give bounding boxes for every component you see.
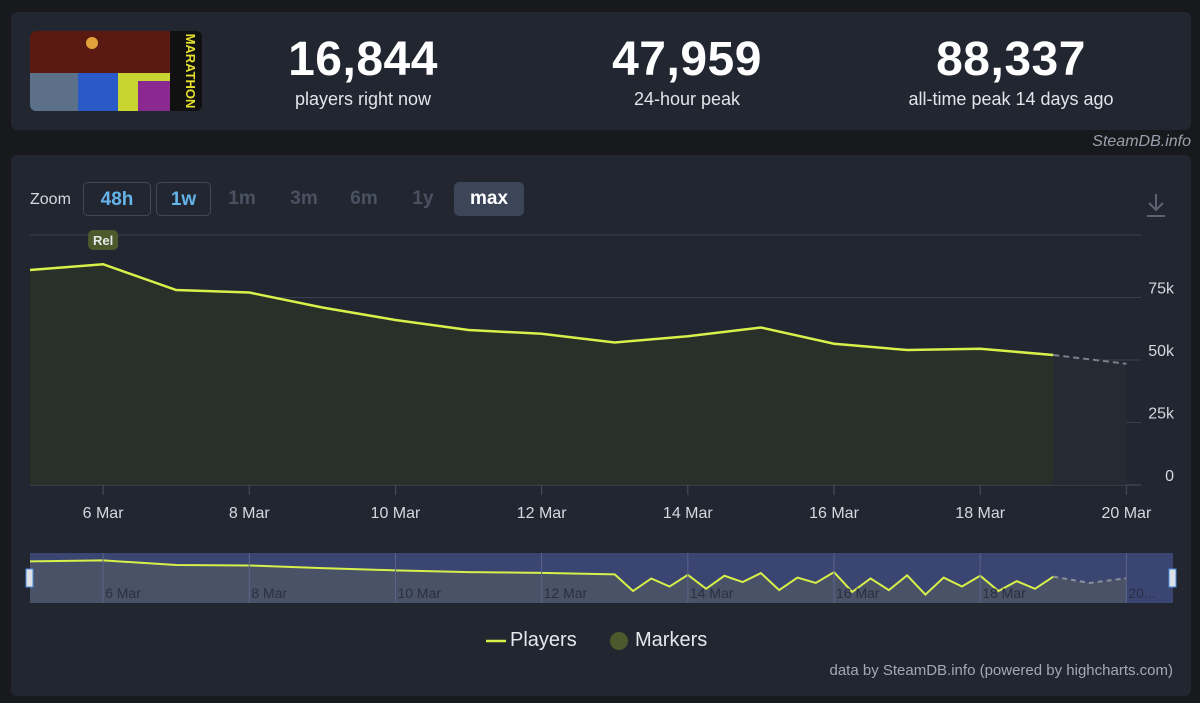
x-axis: 6 Mar 8 Mar 10 Mar 12 Mar 14 Mar 16 Mar 18 Mar… [83, 485, 1152, 522]
current-players-value: 16,844 [288, 33, 438, 86]
all-time-peak-value: 88,337 [936, 33, 1086, 86]
zoom-48h-button[interactable]: 48h [83, 182, 151, 216]
navigator-tick-label: 6 Mar [105, 585, 141, 601]
zoom-1y-button[interactable]: 1y [412, 188, 434, 209]
marker-label: Rel [93, 233, 113, 248]
markers: Rel [88, 230, 119, 250]
x-tick-label: 12 Mar [517, 505, 567, 522]
projected-line [1053, 354, 1127, 365]
x-tick-label: 20 Mar [1101, 505, 1151, 522]
navigator-tick-label: 18 Mar [982, 585, 1026, 601]
game-logo[interactable]: MARATHON [30, 31, 202, 111]
players-area [30, 264, 1054, 485]
area-fills [30, 264, 1127, 485]
zoom-6m-button[interactable]: 6m [350, 188, 378, 209]
steamdb-credit[interactable]: SteamDB.info [1092, 133, 1191, 150]
zoom-1w-button[interactable]: 1w [156, 182, 211, 216]
legend-markers-label: Markers [635, 629, 708, 651]
legend-players-label: Players [510, 629, 577, 651]
navigator-handle-right [1168, 568, 1177, 588]
legend-marker-icon [610, 631, 628, 650]
x-tick-label: 8 Mar [229, 505, 271, 522]
y-axis: 0 25k 50k 75k [1148, 281, 1175, 486]
download-icon[interactable] [1145, 192, 1167, 218]
x-tick-label: 18 Mar [955, 505, 1005, 522]
y-tick-label: 75k [1148, 281, 1175, 298]
stat-all-time-peak: 88,337 all-time peak 14 days ago [881, 32, 1141, 110]
navigator[interactable]: 6 Mar 8 Mar 10 Mar 12 Mar 14 Mar 16 Mar 18 Mar… [25, 553, 1177, 603]
navigator-tick-label: 16 Mar [836, 585, 880, 601]
peak-24h-label: 24-hour peak [633, 89, 741, 109]
chart-svg: 6 Mar 8 Mar 10 Mar 12 Mar 14 Mar 16 Mar 18 Mar… [25, 230, 1177, 603]
stats-panel: MARATHON 16,844 players right now 47,959… [11, 12, 1191, 130]
legend-markers[interactable]: Markers [609, 629, 707, 652]
navigator-tick-label: 12 Mar [544, 585, 588, 601]
navigator-line [29, 559, 1054, 597]
logo-text: MARATHON [183, 34, 198, 109]
navigator-projected-line [1053, 575, 1127, 584]
navigator-tick-label: 10 Mar [397, 585, 441, 601]
zoom-1m-button[interactable]: 1m [228, 188, 256, 209]
y-tick-label: 25k [1148, 406, 1175, 423]
zoom-3m-button[interactable]: 3m [290, 188, 318, 209]
data-credit[interactable]: data by SteamDB.info (powered by highcha… [829, 662, 1174, 679]
x-tick-label: 14 Mar [663, 505, 713, 522]
projected-area [1053, 355, 1127, 485]
x-tick-label: 6 Mar [83, 505, 125, 522]
y-tick-label: 0 [1165, 468, 1174, 485]
y-tick-label: 50k [1148, 343, 1175, 360]
marker-flag [88, 230, 119, 250]
navigator-tick-label: 14 Mar [690, 585, 734, 601]
x-tick-label: 10 Mar [371, 505, 421, 522]
zoom-label: Zoom [30, 191, 71, 208]
legend-players[interactable]: Players [486, 629, 577, 652]
legend-line-icon [486, 639, 506, 642]
players-line [29, 262, 1054, 357]
chart-panel: Zoom 48h 1w 1m 3m 6m 1y max 6 Mar 8 Mar 10… [11, 155, 1191, 696]
series-lines [29, 262, 1127, 365]
stat-24h-peak: 47,959 24-hour peak [582, 32, 792, 110]
zoom-max-button[interactable]: max [454, 182, 524, 216]
navigator-tick-label: 8 Mar [251, 585, 287, 601]
x-tick-label: 16 Mar [809, 505, 859, 522]
all-time-peak-label: all-time peak 14 days ago [908, 89, 1114, 109]
stat-current: 16,844 players right now [258, 32, 468, 110]
peak-24h-value: 47,959 [612, 33, 762, 86]
legend: Players Markers [11, 629, 1191, 653]
current-players-label: players right now [294, 89, 432, 109]
navigator-tick-label: 20... [1128, 585, 1155, 601]
navigator-handle-left [25, 568, 34, 588]
